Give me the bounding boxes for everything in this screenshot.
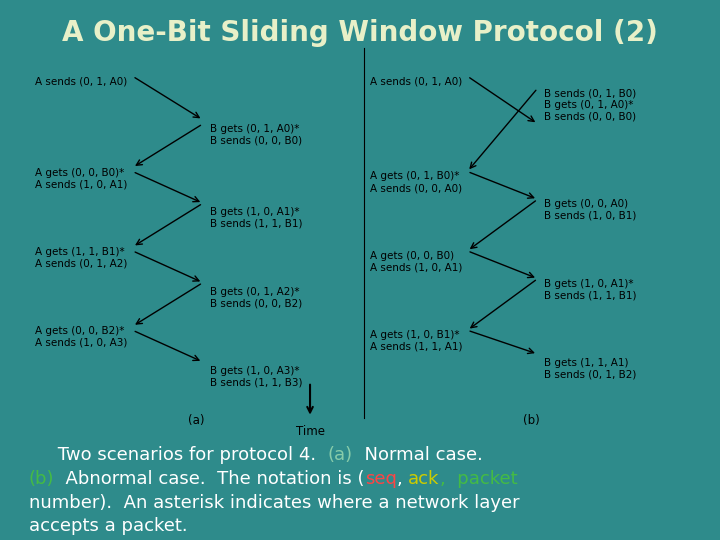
Text: (a): (a)	[328, 446, 353, 463]
Text: A gets (0, 0, B2)*
A sends (1, 0, A3): A gets (0, 0, B2)* A sends (1, 0, A3)	[35, 326, 128, 348]
Text: B gets (0, 1, A2)*
B sends (0, 0, B2): B gets (0, 1, A2)* B sends (0, 0, B2)	[210, 287, 302, 308]
Text: A sends (0, 1, A0): A sends (0, 1, A0)	[35, 76, 127, 86]
Text: A gets (0, 0, B0)*
A sends (1, 0, A1): A gets (0, 0, B0)* A sends (1, 0, A1)	[35, 167, 128, 189]
Text: A gets (0, 0, B0)
A sends (1, 0, A1): A gets (0, 0, B0) A sends (1, 0, A1)	[370, 251, 463, 273]
Text: Normal case.: Normal case.	[353, 446, 482, 463]
Text: accepts a packet.: accepts a packet.	[29, 517, 187, 535]
Text: A gets (1, 0, B1)*
A sends (1, 1, A1): A gets (1, 0, B1)* A sends (1, 1, A1)	[370, 330, 463, 352]
Text: B gets (1, 0, A1)*
B sends (1, 1, B1): B gets (1, 0, A1)* B sends (1, 1, B1)	[210, 207, 302, 229]
Text: B gets (1, 1, A1)
B sends (0, 1, B2): B gets (1, 1, A1) B sends (0, 1, B2)	[544, 358, 636, 380]
Text: A gets (0, 1, B0)*
A sends (0, 0, A0): A gets (0, 1, B0)* A sends (0, 0, A0)	[370, 172, 462, 193]
Text: B gets (0, 1, A0)*
B sends (0, 0, B0): B gets (0, 1, A0)* B sends (0, 0, B0)	[210, 124, 302, 145]
Text: (a): (a)	[188, 415, 204, 428]
Text: Two scenarios for protocol 4.: Two scenarios for protocol 4.	[29, 446, 328, 463]
Text: Time: Time	[295, 426, 325, 438]
Text: (b): (b)	[29, 470, 54, 488]
Text: seq: seq	[365, 470, 397, 488]
Text: B gets (1, 0, A3)*
B sends (1, 1, B3): B gets (1, 0, A3)* B sends (1, 1, B3)	[210, 366, 302, 388]
Text: B gets (0, 0, A0)
B sends (1, 0, B1): B gets (0, 0, A0) B sends (1, 0, B1)	[544, 199, 636, 221]
Text: A One-Bit Sliding Window Protocol (2): A One-Bit Sliding Window Protocol (2)	[62, 19, 658, 47]
Text: (b): (b)	[523, 415, 539, 428]
Text: Abnormal case.  The notation is (: Abnormal case. The notation is (	[54, 470, 365, 488]
Text: B sends (0, 1, B0)
B gets (0, 1, A0)*
B sends (0, 0, B0): B sends (0, 1, B0) B gets (0, 1, A0)* B …	[544, 88, 636, 122]
Text: B gets (1, 0, A1)*
B sends (1, 1, B1): B gets (1, 0, A1)* B sends (1, 1, B1)	[544, 279, 637, 300]
Text: number).  An asterisk indicates where a network layer: number). An asterisk indicates where a n…	[29, 494, 519, 512]
Text: ack: ack	[408, 470, 439, 488]
Text: A sends (0, 1, A0): A sends (0, 1, A0)	[370, 76, 462, 86]
Text: ,: ,	[397, 470, 408, 488]
Text: ,  packet: , packet	[439, 470, 517, 488]
Text: A gets (1, 1, B1)*
A sends (0, 1, A2): A gets (1, 1, B1)* A sends (0, 1, A2)	[35, 247, 128, 268]
